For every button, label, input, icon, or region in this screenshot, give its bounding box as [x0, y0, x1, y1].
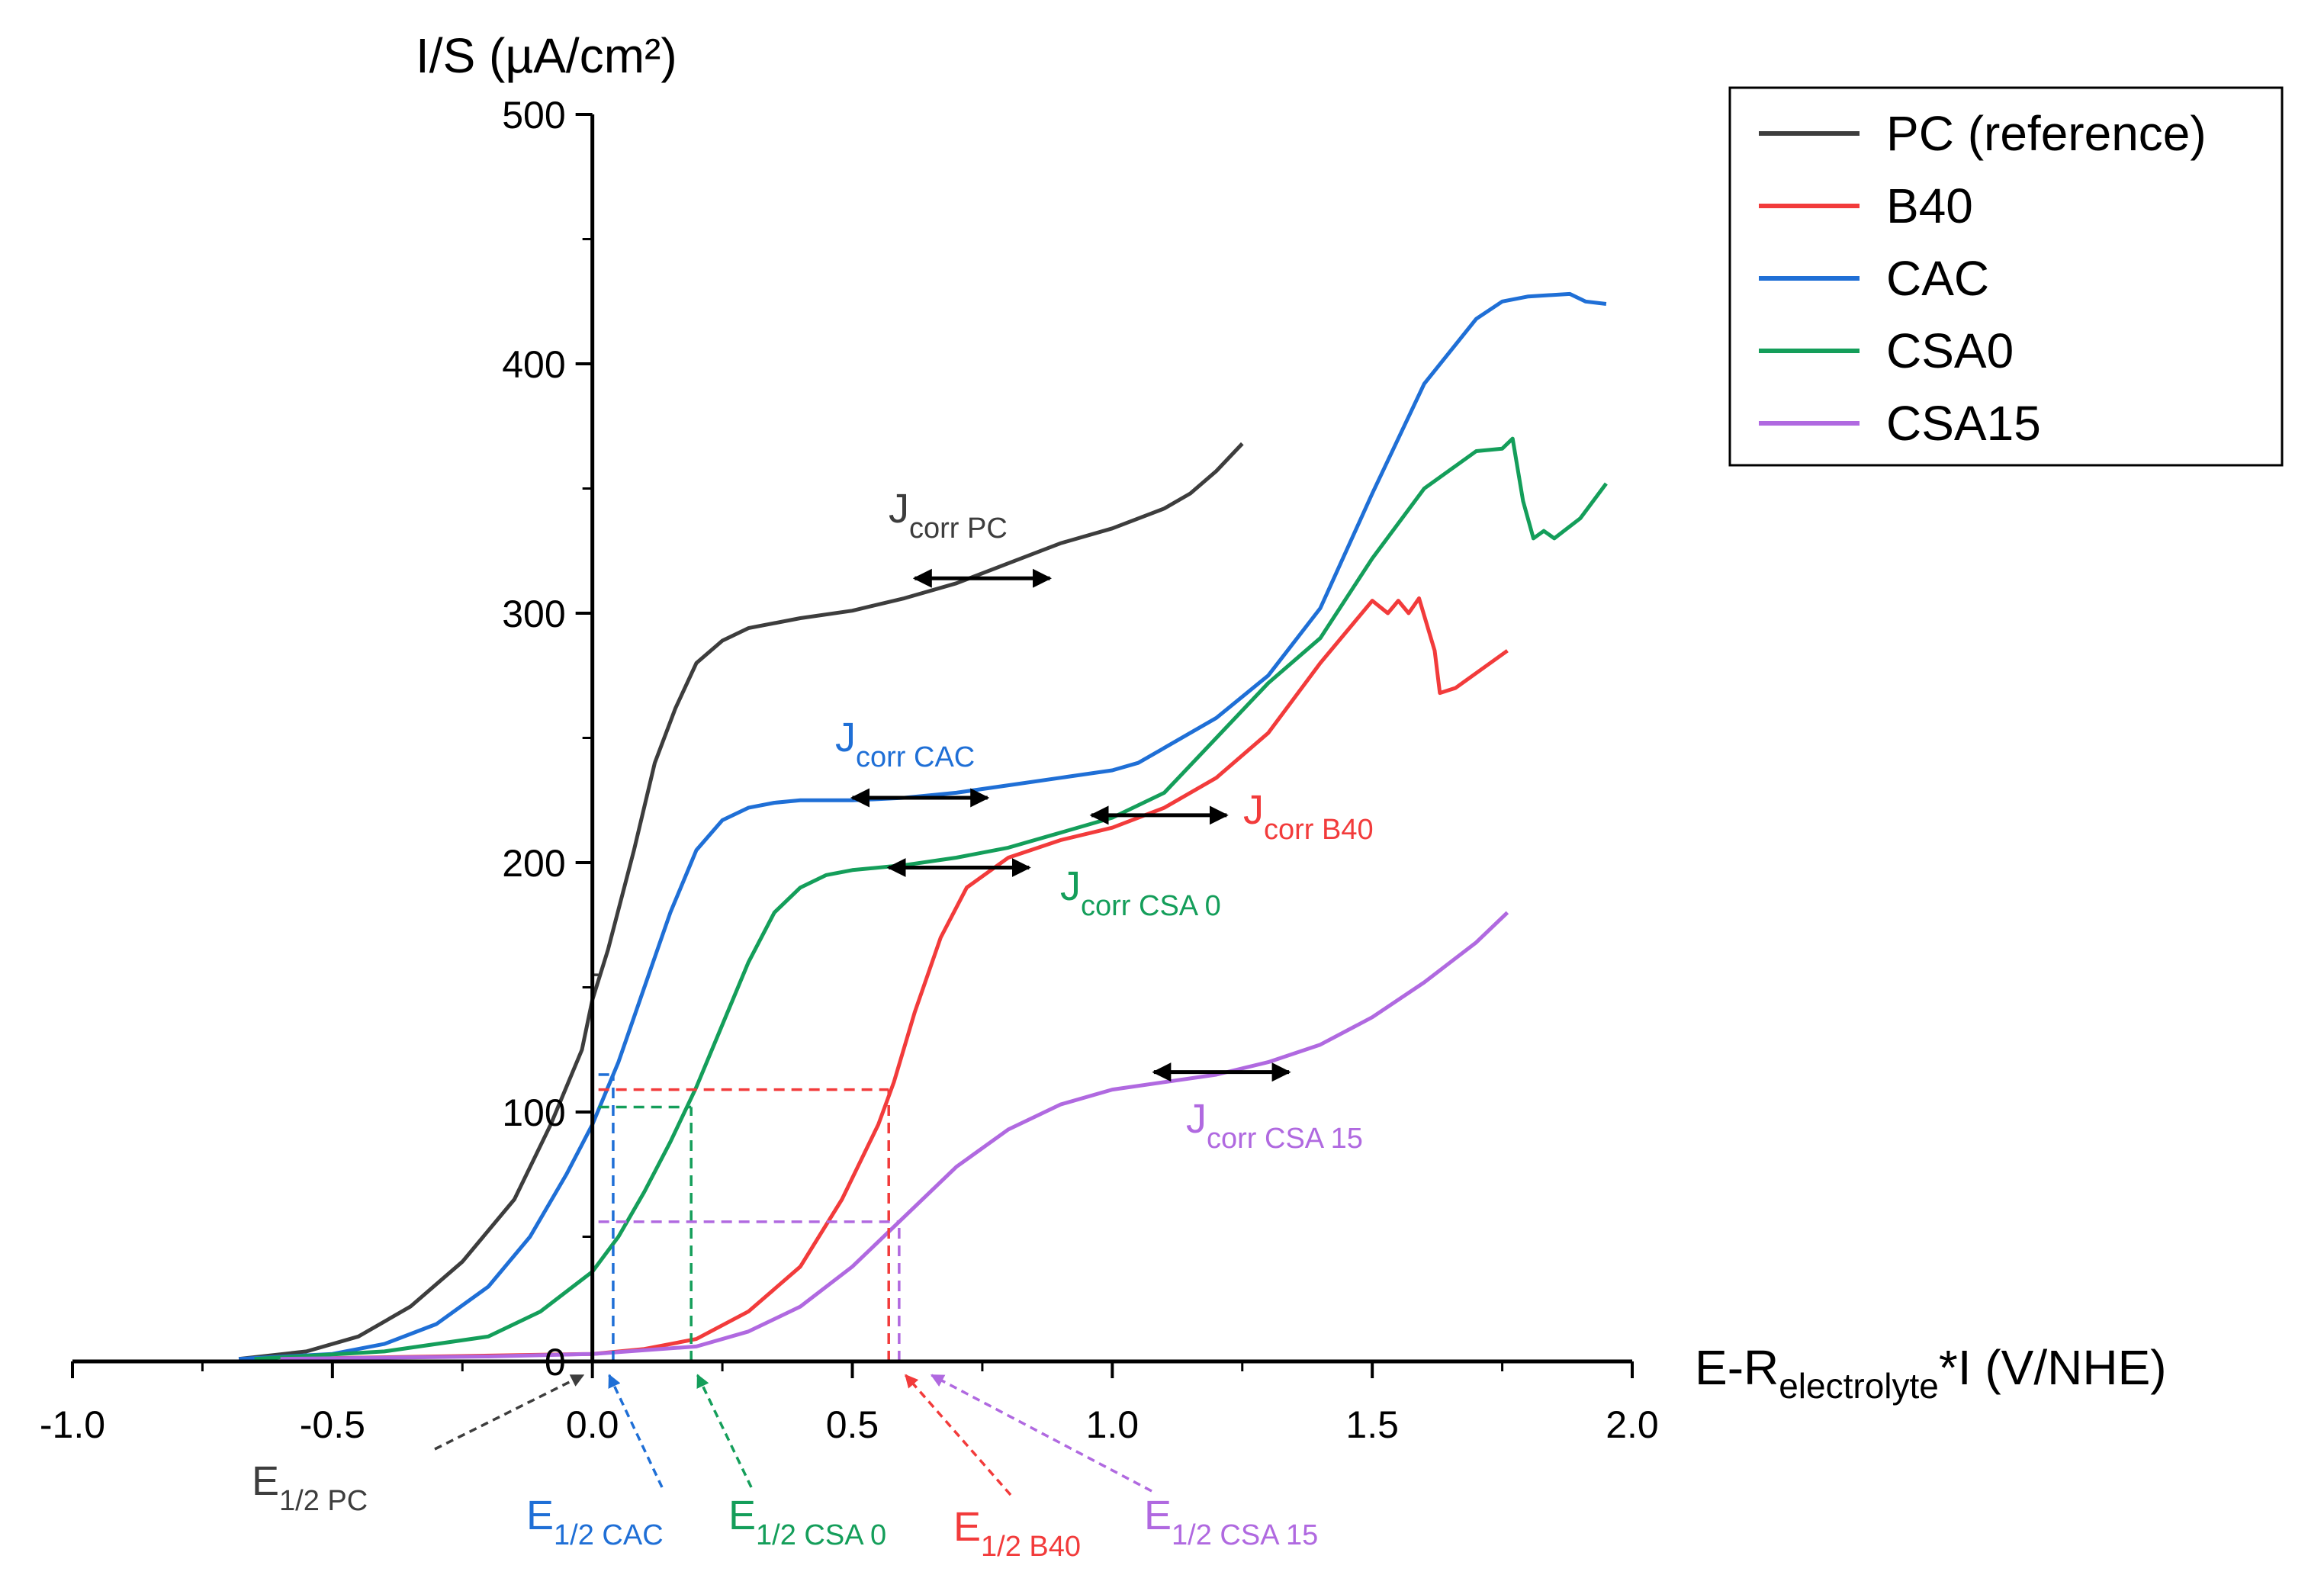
y-tick-label: 0: [545, 1341, 566, 1384]
x-tick-label: 0.0: [566, 1403, 619, 1446]
jcorr-label-sub: corr CSA 0: [1081, 890, 1221, 922]
half-wave-pointer: [904, 1374, 1012, 1496]
x-axis-title-sub: electrolyte: [1779, 1366, 1939, 1406]
half-wave-label: E1/2 B40: [953, 1504, 1081, 1563]
legend-label: CAC: [1886, 251, 1989, 306]
jcorr-label-main: J: [1243, 787, 1264, 833]
jcorr-label: Jcorr CSA 0: [1060, 863, 1221, 922]
half-wave-label-main: E: [953, 1504, 981, 1550]
jcorr-label-main: J: [889, 486, 909, 532]
legend-label: B40: [1886, 178, 1973, 233]
y-tick-label: 400: [502, 343, 565, 386]
jcorr-label: Jcorr CSA 15: [1186, 1096, 1363, 1155]
axes: -1.0 -0.5 0.0 0.5 1.0 1.5 2.0 0 100 200 300 400 500 I…: [40, 28, 2167, 1446]
series-line-b40: [280, 596, 1509, 1361]
jcorr-label-main: J: [1186, 1096, 1207, 1142]
jcorr-label-main: J: [835, 715, 856, 760]
jcorr-label: Jcorr PC: [889, 486, 1008, 545]
jcorr-label-main: J: [1060, 863, 1081, 909]
half-wave-label-main: E: [526, 1493, 554, 1538]
half-wave-pointer: [930, 1374, 1152, 1493]
y-axis-title: I/S (µA/cm²): [416, 28, 677, 83]
y-tick-label: 300: [502, 593, 565, 635]
x-tick-label: 2.0: [1606, 1403, 1659, 1446]
half-wave-label-main: E: [728, 1493, 756, 1538]
jcorr-label-sub: corr B40: [1264, 814, 1374, 846]
series-line-csa15: [280, 911, 1509, 1361]
half-wave-label: E1/2 CSA 15: [1144, 1493, 1318, 1551]
half-wave-label-sub: 1/2 CAC: [554, 1519, 664, 1551]
legend-label: PC (reference): [1886, 106, 2207, 161]
half-wave-label-sub: 1/2 CSA 15: [1172, 1519, 1318, 1551]
y-tick-label: 500: [502, 94, 565, 137]
jcorr-label-sub: corr CSA 15: [1207, 1123, 1363, 1155]
half-wave-label-sub: 1/2 CSA 0: [756, 1519, 886, 1551]
legend-label: CSA0: [1886, 323, 2014, 378]
x-axis-title-tail: *I (V/NHE): [1939, 1340, 2167, 1395]
half-wave-label-main: E: [1144, 1493, 1172, 1538]
y-tick-label: 200: [502, 842, 565, 885]
half-wave-label-sub: 1/2 PC: [279, 1485, 368, 1517]
y-tick-label: 100: [502, 1091, 565, 1134]
half-wave-label: E1/2 CAC: [526, 1493, 664, 1551]
series-line-pc-reference-: [238, 442, 1244, 1361]
jcorr-label: Jcorr CAC: [835, 715, 975, 773]
legend: PC (reference) B40 CAC CSA0 CSA15: [1728, 86, 2284, 467]
half-wave-guides: [590, 973, 901, 1361]
half-wave-label-sub: 1/2 B40: [981, 1531, 1081, 1563]
x-tick-label: -0.5: [300, 1403, 365, 1446]
x-tick-label: 0.5: [826, 1403, 879, 1446]
x-axis-title-main: E-R: [1695, 1340, 1779, 1395]
half-wave-label: E1/2 CSA 0: [728, 1493, 886, 1551]
jcorr-label-sub: corr CAC: [856, 741, 975, 773]
x-axis-title: E-Relectrolyte*I (V/NHE): [1695, 1340, 2167, 1406]
x-tick-label: -1.0: [40, 1403, 105, 1446]
jcorr-label: Jcorr B40: [1243, 787, 1374, 846]
half-wave-label: E1/2 PC: [252, 1458, 368, 1517]
x-tick-label: 1.5: [1345, 1403, 1399, 1446]
half-wave-pointer: [434, 1374, 585, 1451]
series-layer: [238, 291, 1608, 1361]
jcorr-label-sub: corr PC: [909, 513, 1008, 545]
x-tick-label: 1.0: [1086, 1403, 1139, 1446]
half-wave-label-main: E: [252, 1458, 279, 1504]
legend-label: CSA15: [1886, 396, 2041, 451]
series-line-csa0: [254, 436, 1608, 1361]
half-wave-pointer: [696, 1374, 753, 1488]
